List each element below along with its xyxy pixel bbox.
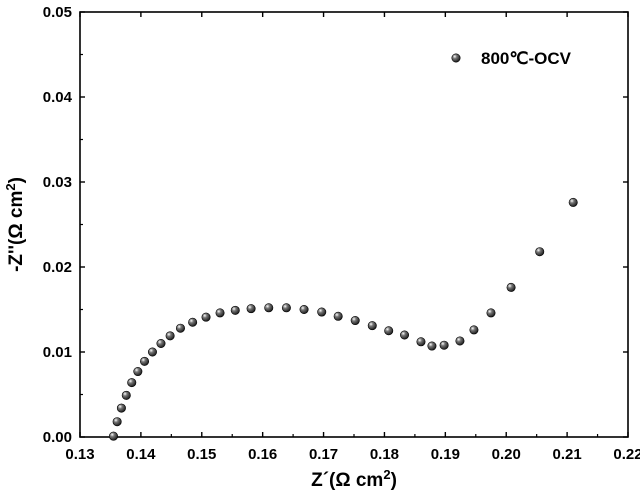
- y-tick-label: 0.05: [43, 4, 72, 21]
- y-axis-title: -Z''(Ω cm2): [3, 177, 27, 272]
- x-axis-title: Z´(Ω cm2): [311, 467, 397, 491]
- data-point: [350, 316, 360, 326]
- y-tick-label: 0.04: [43, 89, 73, 106]
- data-point: [486, 308, 496, 318]
- x-tick-label: 0.14: [126, 446, 156, 463]
- data-point: [264, 303, 274, 313]
- data-point: [400, 330, 410, 340]
- legend-marker: [451, 53, 461, 63]
- x-tick-label: 0.18: [370, 446, 399, 463]
- data-point: [333, 311, 343, 321]
- y-tick-label: 0.03: [43, 174, 72, 191]
- data-point: [188, 317, 198, 327]
- data-point: [112, 417, 122, 427]
- data-point: [427, 341, 437, 351]
- data-point: [439, 340, 449, 350]
- plot-frame: [79, 11, 629, 438]
- y-tick-label: 0.02: [43, 259, 72, 276]
- y-tick-label: 0.00: [43, 429, 72, 446]
- x-tick-label: 0.21: [553, 446, 582, 463]
- y-tick-label: 0.01: [43, 344, 72, 361]
- x-axis-ticks: 0.13 0.14 0.15 0.16 0.17 0.18 0.19 0.20 0.21 0.22: [65, 12, 640, 463]
- data-point: [175, 323, 185, 333]
- data-point: [469, 325, 479, 335]
- data-point: [165, 331, 175, 341]
- data-point: [506, 282, 516, 292]
- data-point: [367, 321, 377, 331]
- plot-border: [79, 11, 629, 438]
- x-tick-label: 0.20: [492, 446, 521, 463]
- data-point: [384, 326, 394, 336]
- data-point: [416, 337, 426, 347]
- data-point: [121, 390, 131, 400]
- legend-label: 800℃-OCV: [481, 49, 572, 68]
- data-point: [230, 305, 240, 315]
- data-point: [281, 303, 291, 313]
- x-tick-label: 0.17: [309, 446, 338, 463]
- data-point: [246, 304, 256, 314]
- y-axis-ticks: 0.00 0.01 0.02 0.03 0.04 0.05: [43, 4, 628, 446]
- data-point: [108, 431, 118, 441]
- data-point: [535, 247, 545, 257]
- x-tick-label: 0.22: [613, 446, 640, 463]
- x-tick-label: 0.15: [187, 446, 216, 463]
- data-point: [299, 304, 309, 314]
- data-point: [215, 308, 225, 318]
- x-tick-label: 0.13: [65, 446, 94, 463]
- data-point: [133, 367, 143, 377]
- data-point: [116, 403, 126, 413]
- data-point: [455, 336, 465, 346]
- legend: 800℃-OCV: [451, 49, 572, 68]
- data-point: [317, 307, 327, 317]
- x-tick-label: 0.19: [431, 446, 460, 463]
- data-point: [156, 338, 166, 348]
- data-point: [127, 378, 137, 388]
- data-point: [201, 312, 211, 322]
- data-points: [108, 197, 578, 441]
- data-point: [568, 197, 578, 207]
- x-tick-label: 0.16: [248, 446, 277, 463]
- data-point: [140, 356, 150, 366]
- data-point: [147, 347, 157, 357]
